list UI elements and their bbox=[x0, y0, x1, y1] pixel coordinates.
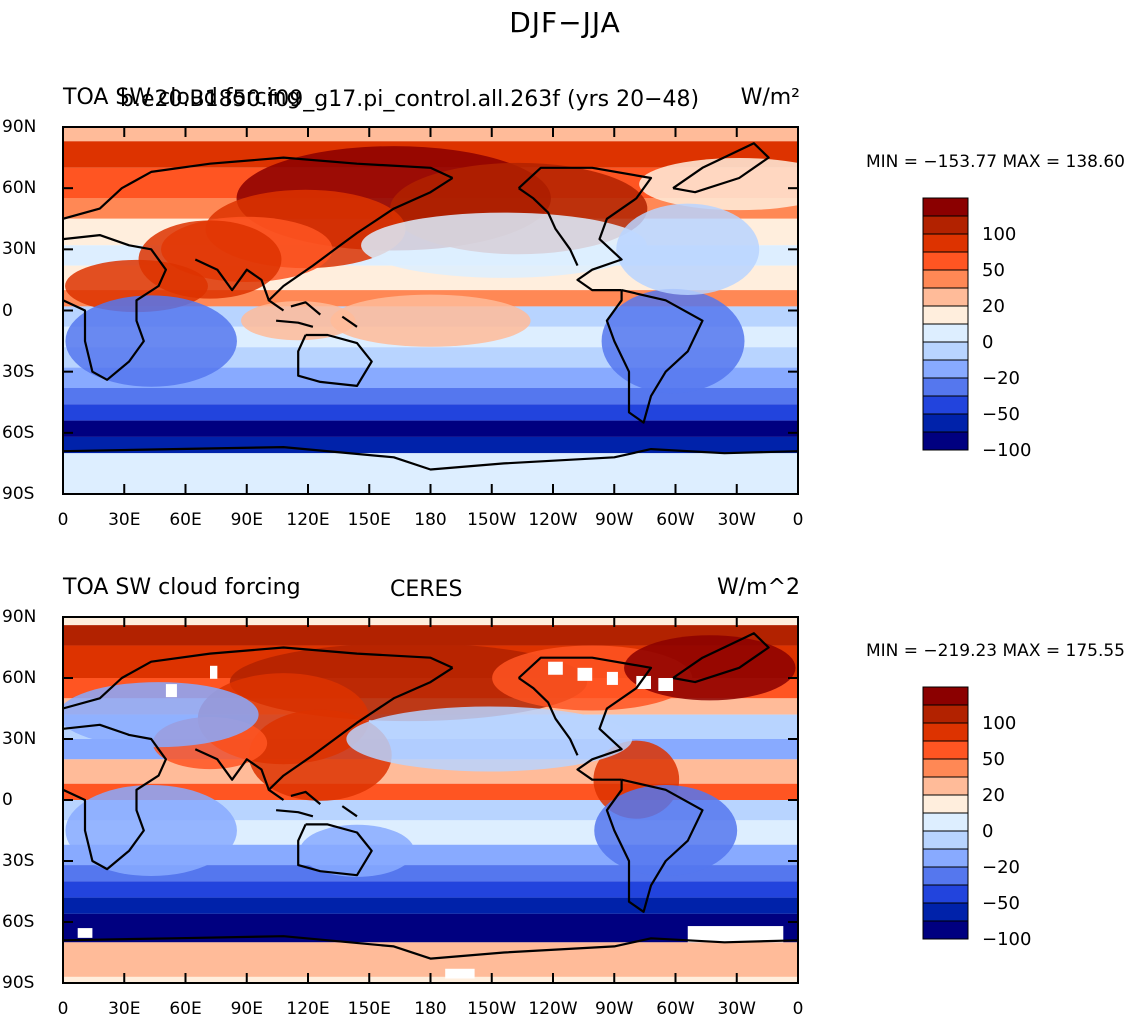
lon-tick-label: 150W bbox=[467, 510, 517, 530]
figure-title: DJF−JJA bbox=[509, 6, 621, 39]
panel-center-label: b.e20.B1850.f09_g17.pi_control.all.263f … bbox=[120, 87, 700, 112]
lon-tick-label: 90E bbox=[230, 510, 263, 530]
lat-tick-label: 30S bbox=[2, 851, 35, 871]
colorbar-tick-label: 0 bbox=[982, 332, 994, 353]
colorbar-1 bbox=[922, 197, 969, 451]
lon-tick-label: 60W bbox=[656, 510, 695, 530]
lon-tick-label: 60W bbox=[656, 999, 695, 1019]
map-panel-2 bbox=[62, 616, 799, 984]
lon-tick-label: 90W bbox=[595, 999, 634, 1019]
lon-tick-label: 0 bbox=[57, 510, 69, 530]
min-max-label: MIN = −153.77 MAX = 138.60 bbox=[865, 152, 1125, 172]
lat-tick-label: 90S bbox=[2, 973, 35, 993]
panel-units-label: W/m² bbox=[740, 85, 800, 110]
lon-tick-label: 180 bbox=[414, 999, 447, 1019]
lat-tick-label: 90N bbox=[2, 607, 37, 627]
lat-tick-label: 90S bbox=[2, 484, 35, 504]
lat-tick-label: 0 bbox=[2, 300, 13, 321]
lon-tick-label: 30W bbox=[717, 510, 756, 530]
colorbar-tick-label: −20 bbox=[982, 368, 1020, 389]
colorbar-2 bbox=[922, 686, 969, 940]
lon-tick-label: 0 bbox=[792, 510, 804, 530]
lat-tick-label: 0 bbox=[2, 790, 13, 810]
lat-tick-label: 60N bbox=[2, 178, 37, 199]
colorbar-tick-label: −100 bbox=[982, 929, 1032, 950]
panel-center-label: CERES bbox=[390, 577, 463, 602]
colorbar-tick-label: 50 bbox=[982, 260, 1005, 281]
colorbar-tick-label: 20 bbox=[982, 785, 1005, 806]
lon-tick-label: 150W bbox=[467, 999, 517, 1019]
lat-tick-label: 90N bbox=[2, 117, 37, 137]
colorbar-tick-label: 50 bbox=[982, 749, 1005, 770]
colorbar-tick-label: −20 bbox=[982, 857, 1020, 878]
colorbar-tick-label: 100 bbox=[982, 224, 1017, 245]
lon-tick-label: 60E bbox=[169, 510, 202, 530]
lon-tick-label: 30W bbox=[717, 999, 756, 1019]
lon-tick-label: 30E bbox=[108, 510, 141, 530]
lon-tick-label: 180 bbox=[414, 510, 447, 530]
colorbar-tick-label: 100 bbox=[982, 713, 1017, 734]
lat-tick-label: 30S bbox=[2, 361, 35, 382]
lon-tick-label: 120W bbox=[528, 999, 578, 1019]
min-max-label: MIN = −219.23 MAX = 175.55 bbox=[865, 641, 1125, 661]
lon-tick-label: 90E bbox=[230, 999, 263, 1019]
lon-tick-label: 120E bbox=[286, 999, 330, 1019]
lat-tick-label: 30N bbox=[2, 729, 37, 749]
lat-tick-label: 30N bbox=[2, 239, 37, 260]
panel-left-label: TOA SW cloud forcing bbox=[63, 85, 301, 110]
colorbar-tick-label: −100 bbox=[982, 440, 1032, 461]
lon-tick-label: 90W bbox=[595, 510, 634, 530]
lat-tick-label: 60S bbox=[2, 422, 35, 443]
lon-tick-label: 0 bbox=[57, 999, 69, 1019]
lon-tick-label: 150E bbox=[347, 510, 391, 530]
lat-tick-label: 60S bbox=[2, 912, 35, 932]
colorbar-tick-label: 0 bbox=[982, 821, 994, 842]
lon-tick-label: 120E bbox=[286, 510, 330, 530]
colorbar-tick-label: −50 bbox=[982, 404, 1020, 425]
map-panel-1 bbox=[62, 126, 799, 495]
lon-tick-label: 0 bbox=[792, 999, 804, 1019]
colorbar-tick-label: 20 bbox=[982, 296, 1005, 317]
lon-tick-label: 30E bbox=[108, 999, 141, 1019]
panel-units-label: W/m^2 bbox=[716, 575, 800, 600]
lon-tick-label: 60E bbox=[169, 999, 202, 1019]
colorbar-tick-label: −50 bbox=[982, 893, 1020, 914]
lon-tick-label: 150E bbox=[347, 999, 391, 1019]
lon-tick-label: 120W bbox=[528, 510, 578, 530]
panel-left-label: TOA SW cloud forcing bbox=[63, 575, 301, 600]
lat-tick-label: 60N bbox=[2, 668, 37, 688]
